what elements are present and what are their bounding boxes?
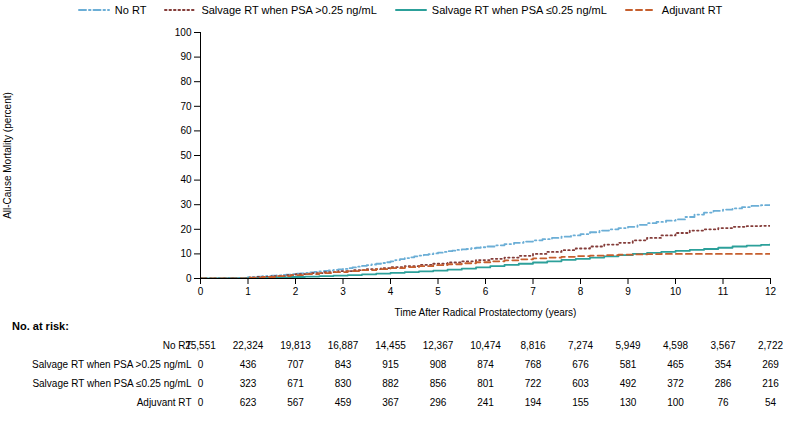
svg-text:20: 20	[180, 224, 192, 235]
svg-text:492: 492	[620, 378, 637, 389]
svg-text:25,551: 25,551	[185, 340, 216, 351]
html-text:No RT: No RT	[114, 4, 147, 16]
svg-text:76: 76	[717, 397, 729, 408]
svg-text:Salvage RT when PSA ≤0.25 ng/m: Salvage RT when PSA ≤0.25 ng/mL	[32, 378, 192, 389]
svg-text:581: 581	[620, 359, 637, 370]
svg-text:0: 0	[198, 378, 204, 389]
svg-text:707: 707	[287, 359, 304, 370]
svg-text:367: 367	[382, 397, 399, 408]
svg-text:354: 354	[715, 359, 732, 370]
svg-text:Adjuvant RT: Adjuvant RT	[137, 397, 192, 408]
svg-text:801: 801	[477, 378, 494, 389]
svg-text:Salvage RT when PSA >0.25 ng/m: Salvage RT when PSA >0.25 ng/mL	[32, 359, 192, 370]
svg-text:130: 130	[620, 397, 637, 408]
svg-text:19,813: 19,813	[280, 340, 311, 351]
svg-text:60: 60	[180, 125, 192, 136]
html-text:Adjuvant RT: Adjuvant RT	[661, 4, 723, 16]
svg-text:0: 0	[198, 397, 204, 408]
svg-text:30: 30	[180, 199, 192, 210]
svg-text:155: 155	[572, 397, 589, 408]
svg-text:296: 296	[430, 397, 447, 408]
html-text:No. at risk:: No. at risk:	[12, 320, 69, 332]
svg-text:882: 882	[382, 378, 399, 389]
svg-text:0: 0	[198, 286, 204, 297]
svg-text:4,598: 4,598	[663, 340, 688, 351]
svg-text:1: 1	[245, 286, 251, 297]
svg-text:269: 269	[762, 359, 779, 370]
svg-text:436: 436	[240, 359, 257, 370]
svg-text:3,567: 3,567	[710, 340, 735, 351]
svg-text:722: 722	[525, 378, 542, 389]
svg-text:8: 8	[578, 286, 584, 297]
svg-text:14,455: 14,455	[375, 340, 406, 351]
svg-text:9: 9	[625, 286, 631, 297]
svg-text:10: 10	[180, 248, 192, 259]
svg-text:2,722: 2,722	[758, 340, 783, 351]
svg-text:100: 100	[175, 27, 192, 38]
svg-text:50: 50	[180, 150, 192, 161]
svg-text:2: 2	[293, 286, 299, 297]
svg-text:16,887: 16,887	[328, 340, 359, 351]
svg-text:372: 372	[667, 378, 684, 389]
svg-text:5: 5	[435, 286, 441, 297]
svg-text:90: 90	[180, 51, 192, 62]
svg-text:567: 567	[287, 397, 304, 408]
svg-text:4: 4	[388, 286, 394, 297]
svg-text:70: 70	[180, 101, 192, 112]
svg-text:5,949: 5,949	[615, 340, 640, 351]
svg-text:241: 241	[477, 397, 494, 408]
svg-text:6: 6	[483, 286, 489, 297]
svg-text:830: 830	[335, 378, 352, 389]
svg-text:671: 671	[287, 378, 304, 389]
svg-text:0: 0	[186, 273, 192, 284]
svg-text:216: 216	[762, 378, 779, 389]
svg-text:80: 80	[180, 76, 192, 87]
svg-text:286: 286	[715, 378, 732, 389]
svg-text:7,274: 7,274	[568, 340, 593, 351]
svg-text:603: 603	[572, 378, 589, 389]
svg-text:0: 0	[198, 359, 204, 370]
svg-text:100: 100	[667, 397, 684, 408]
svg-text:908: 908	[430, 359, 447, 370]
svg-text:465: 465	[667, 359, 684, 370]
svg-text:11: 11	[718, 286, 729, 297]
svg-text:12,367: 12,367	[423, 340, 454, 351]
svg-text:22,324: 22,324	[233, 340, 264, 351]
html-text:Salvage RT when PSA ≤0.25 ng/m: Salvage RT when PSA ≤0.25 ng/mL	[431, 4, 607, 16]
svg-text:623: 623	[240, 397, 257, 408]
svg-text:915: 915	[382, 359, 399, 370]
svg-text:No RT: No RT	[162, 339, 192, 351]
svg-text:54: 54	[765, 397, 777, 408]
svg-text:768: 768	[525, 359, 542, 370]
svg-text:10,474: 10,474	[470, 340, 501, 351]
svg-text:323: 323	[240, 378, 257, 389]
html-text:Salvage RT when PSA >0.25 ng/m: Salvage RT when PSA >0.25 ng/mL	[201, 4, 377, 16]
svg-text:8,816: 8,816	[520, 340, 545, 351]
svg-text:12: 12	[765, 286, 777, 297]
svg-text:194: 194	[525, 397, 542, 408]
svg-text:40: 40	[180, 174, 192, 185]
svg-text:10: 10	[670, 286, 682, 297]
svg-text:459: 459	[335, 397, 352, 408]
svg-text:7: 7	[530, 286, 536, 297]
svg-text:3: 3	[340, 286, 346, 297]
svg-text:856: 856	[430, 378, 447, 389]
svg-text:874: 874	[477, 359, 494, 370]
svg-text:Time After Radical Prostatecto: Time After Radical Prostatectomy (years)	[395, 307, 577, 318]
svg-text:All-Cause Mortality (percent): All-Cause Mortality (percent)	[2, 92, 13, 219]
svg-text:843: 843	[335, 359, 352, 370]
svg-text:676: 676	[572, 359, 589, 370]
